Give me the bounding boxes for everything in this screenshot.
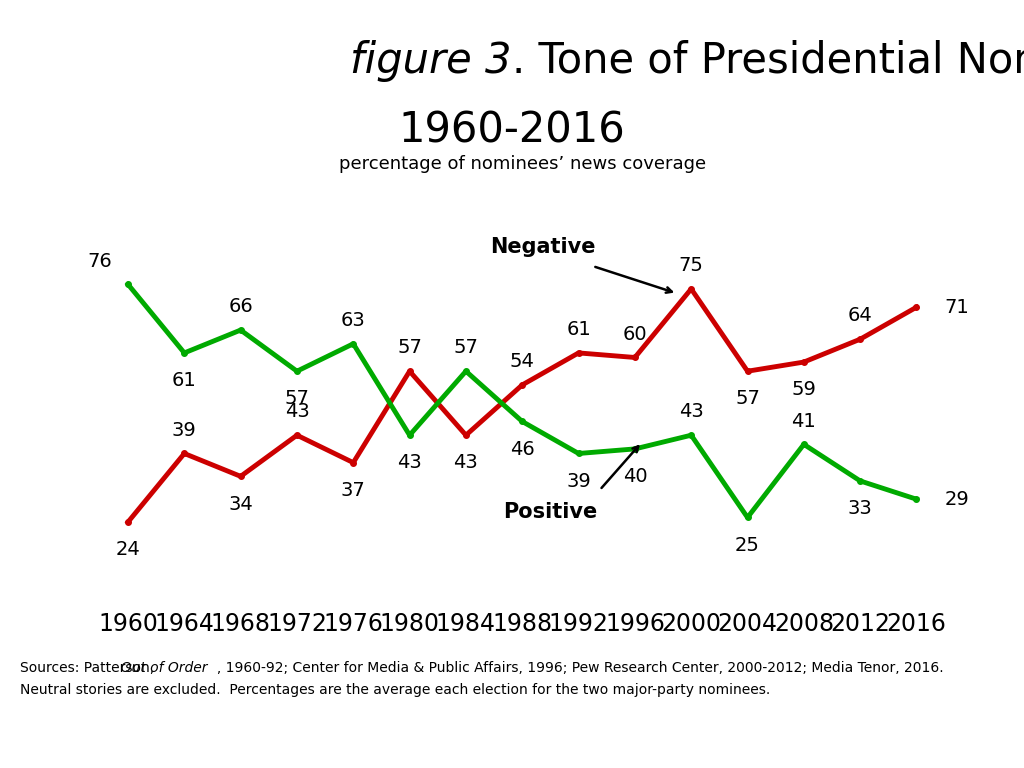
Text: 24: 24 xyxy=(116,541,140,559)
Text: Out of Order: Out of Order xyxy=(20,661,208,675)
Text: 34: 34 xyxy=(228,495,253,514)
Text: 46: 46 xyxy=(510,440,535,458)
Text: 1972: 1972 xyxy=(267,612,327,636)
Text: 39: 39 xyxy=(172,421,197,440)
Text: Thomas Patterson: Thomas Patterson xyxy=(23,724,237,744)
Text: 43: 43 xyxy=(285,402,309,422)
Text: 33: 33 xyxy=(848,499,872,518)
Text: 1984: 1984 xyxy=(436,612,496,636)
Text: 66: 66 xyxy=(228,297,253,316)
Text: 1992: 1992 xyxy=(549,612,608,636)
Text: Kennedy School of Government, Harvard University: Kennedy School of Government, Harvard Un… xyxy=(393,724,1001,744)
Text: 2004: 2004 xyxy=(718,612,777,636)
Text: Negative: Negative xyxy=(490,237,596,257)
Text: 2008: 2008 xyxy=(774,612,834,636)
Text: 61: 61 xyxy=(566,320,591,339)
Text: 59: 59 xyxy=(792,380,816,399)
Text: 2012: 2012 xyxy=(830,612,890,636)
Text: 76: 76 xyxy=(87,252,113,270)
Text: percentage of nominees’ news coverage: percentage of nominees’ news coverage xyxy=(339,155,706,173)
Text: 41: 41 xyxy=(792,412,816,431)
Text: Neutral stories are excluded.  Percentages are the average each election for the: Neutral stories are excluded. Percentage… xyxy=(20,684,771,697)
Text: 2000: 2000 xyxy=(662,612,721,636)
Text: 75: 75 xyxy=(679,257,703,275)
Text: 29: 29 xyxy=(944,490,970,508)
Text: 39: 39 xyxy=(566,472,591,491)
Text: 1960: 1960 xyxy=(98,612,158,636)
Text: 1960-2016: 1960-2016 xyxy=(398,110,626,152)
Text: 43: 43 xyxy=(454,453,478,472)
Text: 57: 57 xyxy=(397,339,422,357)
Text: 2016: 2016 xyxy=(887,612,946,636)
Text: 64: 64 xyxy=(848,306,872,326)
Text: 1968: 1968 xyxy=(211,612,270,636)
Text: 1980: 1980 xyxy=(380,612,439,636)
Text: Sources: Patterson,: Sources: Patterson, xyxy=(20,661,159,675)
Text: 1976: 1976 xyxy=(324,612,383,636)
Text: 40: 40 xyxy=(623,467,647,486)
Text: . Tone of Presidential Nominees’ Coverage,: . Tone of Presidential Nominees’ Coverag… xyxy=(512,40,1024,81)
Text: 43: 43 xyxy=(679,402,703,422)
Text: 1988: 1988 xyxy=(493,612,552,636)
Text: 57: 57 xyxy=(454,339,478,357)
Text: 37: 37 xyxy=(341,481,366,500)
Text: 60: 60 xyxy=(623,325,647,344)
Text: 57: 57 xyxy=(285,389,309,409)
Text: 1996: 1996 xyxy=(605,612,665,636)
Text: 54: 54 xyxy=(510,353,535,371)
Text: figure 3: figure 3 xyxy=(350,40,512,81)
Text: 25: 25 xyxy=(735,536,760,554)
Text: 61: 61 xyxy=(172,371,197,390)
Text: 63: 63 xyxy=(341,311,366,330)
Text: 43: 43 xyxy=(397,453,422,472)
Text: Positive: Positive xyxy=(503,502,598,522)
Text: 1964: 1964 xyxy=(155,612,214,636)
Text: , 1960-92; Center for Media & Public Affairs, 1996; Pew Research Center, 2000-20: , 1960-92; Center for Media & Public Aff… xyxy=(20,661,944,675)
Text: 57: 57 xyxy=(735,389,760,409)
Text: 71: 71 xyxy=(944,298,970,316)
